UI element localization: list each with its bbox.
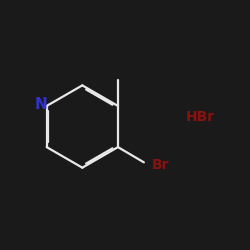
Text: Br: Br [152, 158, 169, 172]
Text: HBr: HBr [186, 110, 215, 124]
Text: N: N [35, 97, 48, 112]
